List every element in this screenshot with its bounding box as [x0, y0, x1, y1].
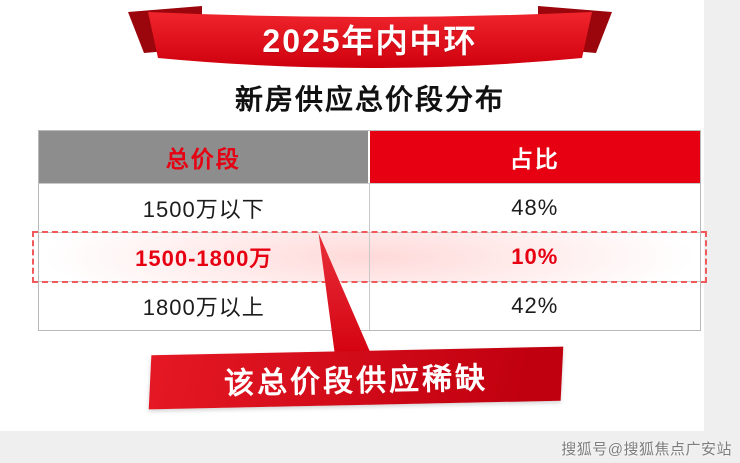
price-segment-cell: 1500-1800万: [39, 233, 370, 281]
right-margin-strip: [704, 0, 740, 463]
price-segment-cell: 1800万以上: [39, 282, 370, 330]
table-row: 1500万以下 48%: [39, 183, 700, 232]
watermark-text: 搜狐号@搜狐焦点广安站: [561, 441, 732, 458]
ribbon-icon: [128, 6, 612, 68]
price-distribution-table: 总价段 占比 1500万以下 48% 1500-1800万 10% 1800万以…: [32, 130, 707, 331]
table-header-row: 总价段 占比: [39, 131, 700, 183]
callout-banner: 该总价段供应稀缺: [148, 346, 564, 410]
callout-label: 该总价段供应稀缺: [223, 362, 489, 401]
ribbon-header: 2025年内中环: [120, 4, 620, 76]
table-row: 1800万以上 42%: [39, 281, 700, 330]
table-row-highlighted: 1500-1800万 10%: [32, 231, 707, 283]
page-title: 新房供应总价段分布: [234, 84, 505, 115]
share-cell: 48%: [511, 195, 559, 220]
price-segment-cell: 1500万以下: [39, 184, 370, 232]
column-header-share: 占比: [369, 131, 700, 183]
share-cell: 10%: [511, 244, 559, 269]
bottom-margin-strip: [0, 431, 740, 463]
share-cell: 42%: [511, 293, 559, 318]
column-header-price-segment: 总价段: [39, 131, 370, 183]
ribbon-body: [148, 12, 592, 68]
ribbon-title: 2025年内中环: [262, 23, 478, 59]
